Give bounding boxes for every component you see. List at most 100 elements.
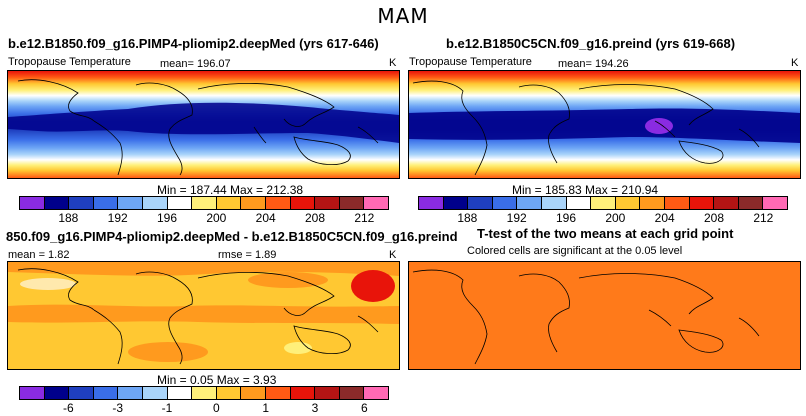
colorbar-tick-label: 192: [107, 211, 128, 225]
panel-bottom-right-map: [408, 261, 801, 370]
colorbar-swatch: [265, 387, 291, 399]
colorbar-swatch: [93, 197, 119, 209]
panel-top-right-title: b.e12.B1850C5CN.f09_g16.preind (yrs 619-…: [446, 36, 736, 51]
colorbar-tick-label: 1: [262, 401, 269, 415]
colorbar-top-right-swatches: [418, 196, 788, 210]
colorbar-tick-label: 204: [255, 211, 276, 225]
panel-bottom-left-mean: mean = 1.82: [8, 249, 70, 261]
colorbar-tick-label: 0: [212, 401, 220, 415]
colorbar-top-right: 188 192 196 200 204 208 212: [418, 196, 788, 226]
colorbar-bottom-left-ticks: -6 -3 -1 0 1 3 6: [19, 400, 389, 416]
colorbar-swatch: [118, 197, 143, 209]
colorbar-swatch: [315, 197, 340, 209]
colorbar-swatch: [339, 197, 365, 209]
colorbar-bottom-left-swatches: [19, 386, 389, 400]
panel-top-right-minmax: Min = 185.83 Max = 210.94: [512, 183, 659, 197]
colorbar-swatch: [640, 197, 665, 209]
panel-top-right-unit: K: [791, 57, 799, 69]
panel-bottom-right-title: T-test of the two means at each grid poi…: [477, 226, 734, 241]
figure-title: MAM: [377, 4, 429, 28]
colorbar-swatch: [69, 197, 94, 209]
colorbar-swatch: [566, 197, 592, 209]
colorbar-tick-label: 188: [58, 211, 79, 225]
colorbar-top-left-swatches: [19, 196, 389, 210]
panel-top-right-mean: mean= 194.26: [558, 58, 629, 70]
colorbar-tick-label: 6: [360, 401, 368, 415]
colorbar-swatch: [443, 197, 469, 209]
colorbar-tick-label: 208: [703, 211, 725, 225]
colorbar-swatch: [689, 197, 715, 209]
colorbar-swatch: [216, 197, 242, 209]
panel-top-right-map: [408, 70, 801, 179]
colorbar-swatch: [738, 197, 764, 209]
colorbar-swatch: [167, 197, 193, 209]
colorbar-swatch: [664, 197, 690, 209]
colorbar-swatch: [517, 197, 542, 209]
colorbar-swatch: [167, 387, 193, 399]
colorbar-tick-label: 196: [156, 211, 178, 225]
colorbar-swatch: [192, 197, 217, 209]
panel-top-left-variable: Tropopause Temperature: [8, 56, 131, 68]
panel-top-right-variable: Tropopause Temperature: [409, 56, 532, 68]
colorbar-tick-label: 200: [206, 211, 227, 225]
colorbar-swatch: [69, 387, 94, 399]
colorbar-tick-label: 192: [506, 211, 527, 225]
colorbar-tick-label: 196: [555, 211, 577, 225]
panel-top-left-title: b.e12.B1850.f09_g16.PIMP4-pliomip2.deepM…: [8, 36, 379, 51]
colorbar-swatch: [763, 197, 787, 209]
colorbar-swatch: [20, 387, 45, 399]
panel-top-left-unit: K: [389, 57, 397, 69]
colorbar-swatch: [364, 387, 388, 399]
colorbar-tick-label: 188: [457, 211, 478, 225]
colorbar-swatch: [118, 387, 143, 399]
colorbar-swatch: [265, 197, 291, 209]
panel-top-left-mean: mean= 196.07: [160, 58, 231, 70]
colorbar-tick-label: -6: [62, 401, 74, 415]
panel-top-left-map: [7, 70, 400, 179]
panel-bottom-left-rmse: rmse = 1.89: [218, 249, 277, 261]
colorbar-swatch: [364, 197, 388, 209]
colorbar-bottom-left: -6 -3 -1 0 1 3 6: [19, 386, 389, 416]
panel-bottom-left-title: 850.f09_g16.PIMP4-pliomip2.deepMed - b.e…: [6, 229, 458, 244]
colorbar-swatch: [241, 387, 266, 399]
colorbar-tick-label: -3: [112, 401, 123, 415]
colorbar-tick-label: 212: [753, 211, 774, 225]
colorbar-tick-label: -1: [161, 401, 173, 415]
panel-bottom-left-minmax: Min = 0.05 Max = 3.93: [157, 373, 277, 387]
colorbar-swatch: [615, 197, 641, 209]
colorbar-tick-label: 200: [605, 211, 626, 225]
colorbar-tick-label: 208: [304, 211, 326, 225]
colorbar-swatch: [714, 197, 739, 209]
colorbar-top-right-ticks: 188 192 196 200 204 208 212: [418, 210, 788, 226]
ttest-significance-map: [409, 262, 800, 369]
colorbar-tick-label: 212: [354, 211, 375, 225]
colorbar-swatch: [541, 197, 567, 209]
panel-bottom-right-subtitle: Colored cells are significant at the 0.0…: [467, 245, 683, 257]
colorbar-swatch: [44, 197, 70, 209]
colorbar-top-left-ticks: 188 192 196 200 204 208 212: [19, 210, 389, 226]
colorbar-swatch: [315, 387, 340, 399]
tropopause-temp-diff-map: [8, 262, 399, 369]
panel-bottom-left-unit: K: [389, 249, 397, 261]
tropopause-temp-map-ctrl: [409, 71, 800, 178]
colorbar-swatch: [20, 197, 45, 209]
colorbar-tick-label: 204: [654, 211, 675, 225]
colorbar-swatch: [241, 197, 266, 209]
colorbar-swatch: [290, 197, 316, 209]
colorbar-tick-label: 3: [311, 401, 319, 415]
colorbar-swatch: [339, 387, 365, 399]
colorbar-swatch: [492, 197, 518, 209]
colorbar-swatch: [93, 387, 119, 399]
colorbar-swatch: [142, 387, 168, 399]
colorbar-swatch: [216, 387, 242, 399]
colorbar-swatch: [419, 197, 444, 209]
colorbar-swatch: [591, 197, 616, 209]
colorbar-swatch: [290, 387, 316, 399]
tropopause-temp-map-expt: [8, 71, 399, 178]
colorbar-swatch: [44, 387, 70, 399]
colorbar-swatch: [468, 197, 493, 209]
colorbar-top-left: 188 192 196 200 204 208 212: [19, 196, 389, 226]
colorbar-swatch: [192, 387, 217, 399]
colorbar-swatch: [142, 197, 168, 209]
panel-bottom-left-map: [7, 261, 400, 370]
